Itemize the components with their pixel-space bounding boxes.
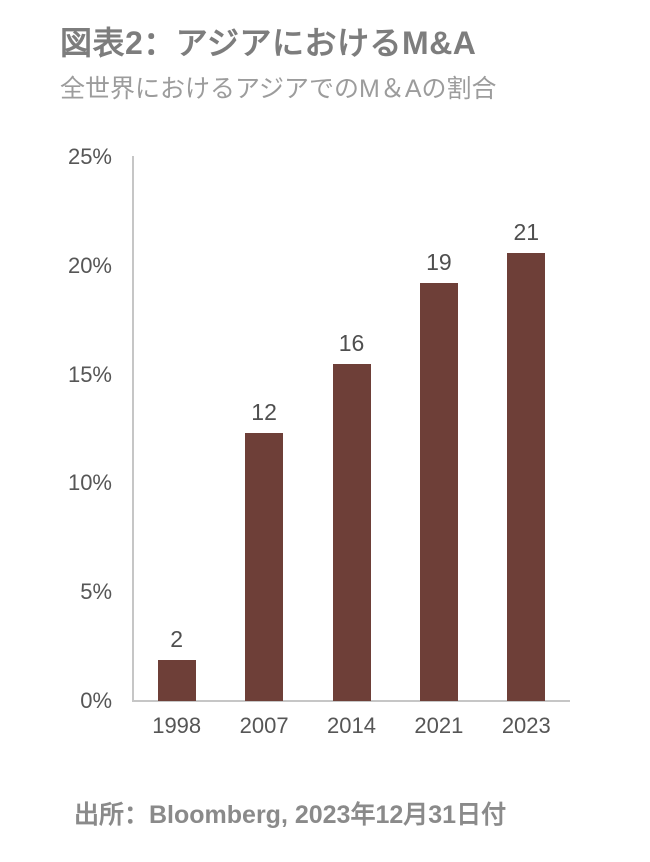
bar-2021 — [419, 283, 458, 701]
bar-value-label: 12 — [251, 399, 277, 426]
figure-title-jp: 図表2：アジアにおける — [60, 25, 403, 61]
bar-value-label: 21 — [513, 218, 540, 245]
x-tick-label: 2023 — [501, 713, 551, 738]
y-tick-label: 0% — [80, 688, 112, 713]
x-tick-label: 2007 — [239, 713, 289, 738]
y-tick-label: 10% — [67, 470, 112, 496]
y-tick-label: 15% — [67, 361, 112, 387]
bar-chart: 25% 20% 15% 10% 5% 0% 2 1998 12 2007 16 2014 19 2021 2… — [67, 144, 570, 738]
bar-value-label: 2 — [170, 625, 184, 652]
y-tick-label: 25% — [67, 144, 112, 169]
y-axis-line — [132, 156, 134, 702]
x-axis-line — [132, 700, 570, 702]
bar-1998 — [157, 659, 196, 701]
bar-value-label: 19 — [426, 249, 452, 276]
x-tick-label: 1998 — [152, 713, 202, 738]
x-tick-label: 2021 — [414, 713, 464, 738]
x-tick-label: 2014 — [327, 713, 376, 738]
figure-title: 図表2：アジアにおけるM&A — [60, 24, 476, 62]
bar-value-label: 16 — [338, 329, 365, 356]
figure-title-latin: M&A — [402, 25, 477, 61]
y-tick-label: 20% — [67, 252, 112, 278]
bar-2007 — [245, 433, 284, 701]
bar-2023 — [507, 252, 546, 701]
figure-subtitle: 全世界におけるアジアでのM＆Aの割合 — [60, 75, 497, 103]
bar-2014 — [332, 363, 371, 701]
y-tick-label: 5% — [80, 579, 112, 605]
source-note: 出所：Bloomberg, 2023年12月31日付 — [74, 801, 507, 829]
